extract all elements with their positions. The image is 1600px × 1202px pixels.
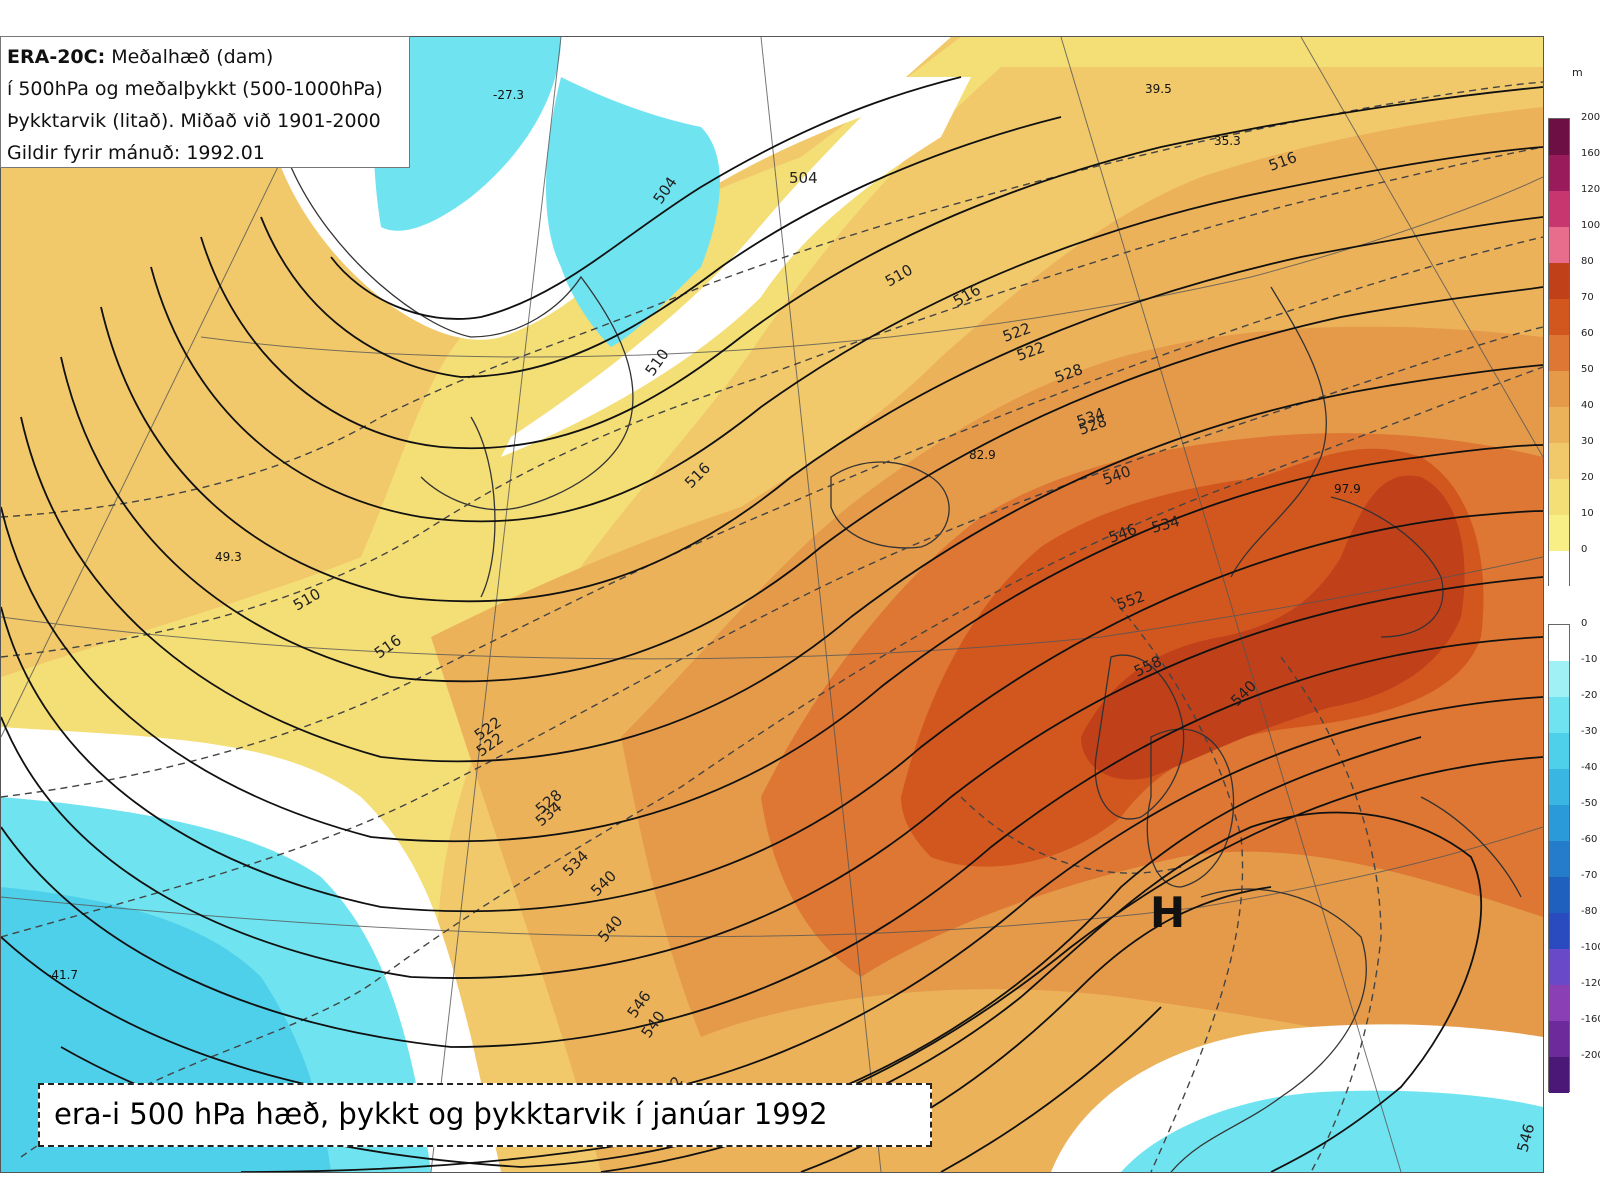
graticule [1,37,1543,1172]
thickness-contours [1,81,1543,1172]
colorbar-segment [1549,625,1569,661]
colorbar-segment [1549,155,1569,191]
anomaly-zone-white-east [501,77,971,457]
colorbar-tick-label: -30 [1581,726,1598,737]
extreme-value-labels: -27.3 39.5 35.3 82.9 97.9 49.3 -41.7 [47,82,1361,982]
info-line-1: ERA-20C: Meðalhæð (dam) [7,41,403,73]
extreme-value: 35.3 [1214,134,1241,148]
colorbar-tick-label: -70 [1581,870,1598,881]
map-legend-info-box: ERA-20C: Meðalhæð (dam) í 500hPa og meða… [0,36,410,168]
colorbar-tick-label: -100 [1581,942,1600,953]
colorbar-tick-label: -10 [1581,654,1598,665]
extreme-value: 97.9 [1334,482,1361,496]
colorbar-tick-label: -40 [1581,762,1598,773]
dataset-name: ERA-20C: [7,46,106,68]
colorbar-segment [1549,371,1569,407]
colorbar-tick-label: 200 [1581,112,1600,123]
colorbar-segment [1549,913,1569,949]
map-panel: 504 510 510 516 516 516 522 522 528 528 … [0,36,1544,1173]
colorbar-unit: m [1572,66,1583,79]
colorbar-segment [1549,335,1569,371]
colorbar-segment [1549,263,1569,299]
anomaly-zone-cyan-north [373,37,561,231]
contour-label: 504 [789,169,818,187]
colorbar-tick-label: -60 [1581,834,1598,845]
colorbar-segment [1549,769,1569,805]
colorbar-tick-label: 120 [1581,184,1600,195]
colorbar-segment [1549,1021,1569,1057]
extreme-value: 39.5 [1145,82,1172,96]
colorbar-segment [1549,479,1569,515]
colorbar-positive [1548,118,1570,587]
colorbar-segment [1549,733,1569,769]
extreme-value: -27.3 [493,88,524,102]
colorbar-tick-label: 70 [1581,292,1594,303]
extreme-value: 49.3 [215,550,242,564]
map-canvas: 504 510 510 516 516 516 522 522 528 528 … [1,37,1543,1172]
colorbar-segment [1549,697,1569,733]
colorbar-tick-label: 0 [1581,544,1588,555]
colorbar-tick-label: 40 [1581,400,1594,411]
colorbar-tick-label: 20 [1581,472,1594,483]
colorbar-segment [1549,227,1569,263]
extreme-value: 82.9 [969,448,996,462]
anomaly-zone-cyan-davis [546,77,720,347]
colorbar-tick-label: 10 [1581,508,1594,519]
colorbar-segment [1549,407,1569,443]
colorbar-legend: m 200 160 120 100 80 70 60 50 40 30 20 10 0 0 -10 -20-… [1548,52,1600,1202]
colorbar-segment [1549,805,1569,841]
colorbar-tick-label: -20 [1581,690,1598,701]
colorbar-segment [1549,841,1569,877]
colorbar-tick-label: 0 [1581,618,1588,629]
colorbar-segment [1549,119,1569,155]
anomaly-zone-cyan-southeast [1121,1090,1543,1172]
colorbar-tick-label: 80 [1581,256,1594,267]
info-line-2: í 500hPa og meðalþykkt (500-1000hPa) [7,78,383,100]
colorbar-tick-label: 60 [1581,328,1594,339]
colorbar-segment [1549,949,1569,985]
info-line-3: Þykktarvik (litað). Miðað við 1901-2000 [7,110,381,132]
colorbar-segment [1549,1057,1569,1093]
colorbar-segment [1549,985,1569,1021]
colorbar-segment [1549,661,1569,697]
colorbar-segment [1549,443,1569,479]
colorbar-tick-label: 30 [1581,436,1594,447]
extreme-value: -41.7 [47,968,78,982]
colorbar-tick-label: -50 [1581,798,1598,809]
high-pressure-center-label: H [1150,888,1186,937]
info-line-4: Gildir fyrir mánuð: 1992.01 [7,142,265,164]
colorbar-segment [1549,551,1569,587]
info-line-1-text: Meðalhæð (dam) [105,46,274,68]
coastlines [290,166,1522,1172]
colorbar-segment [1549,515,1569,551]
colorbar-tick-label: 100 [1581,220,1600,231]
colorbar-segment [1549,877,1569,913]
colorbar-tick-label: -160 [1581,1014,1600,1025]
caption-box: era-i 500 hPa hæð, þykkt og þykktarvik í… [38,1083,932,1147]
colorbar-segment [1549,191,1569,227]
colorbar-tick-label: 50 [1581,364,1594,375]
colorbar-segment [1549,299,1569,335]
colorbar-tick-label: -120 [1581,978,1600,989]
colorbar-negative [1548,624,1570,1093]
colorbar-tick-label: 160 [1581,148,1600,159]
colorbar-tick-label: -80 [1581,906,1598,917]
colorbar-tick-label: -200 [1581,1050,1600,1061]
